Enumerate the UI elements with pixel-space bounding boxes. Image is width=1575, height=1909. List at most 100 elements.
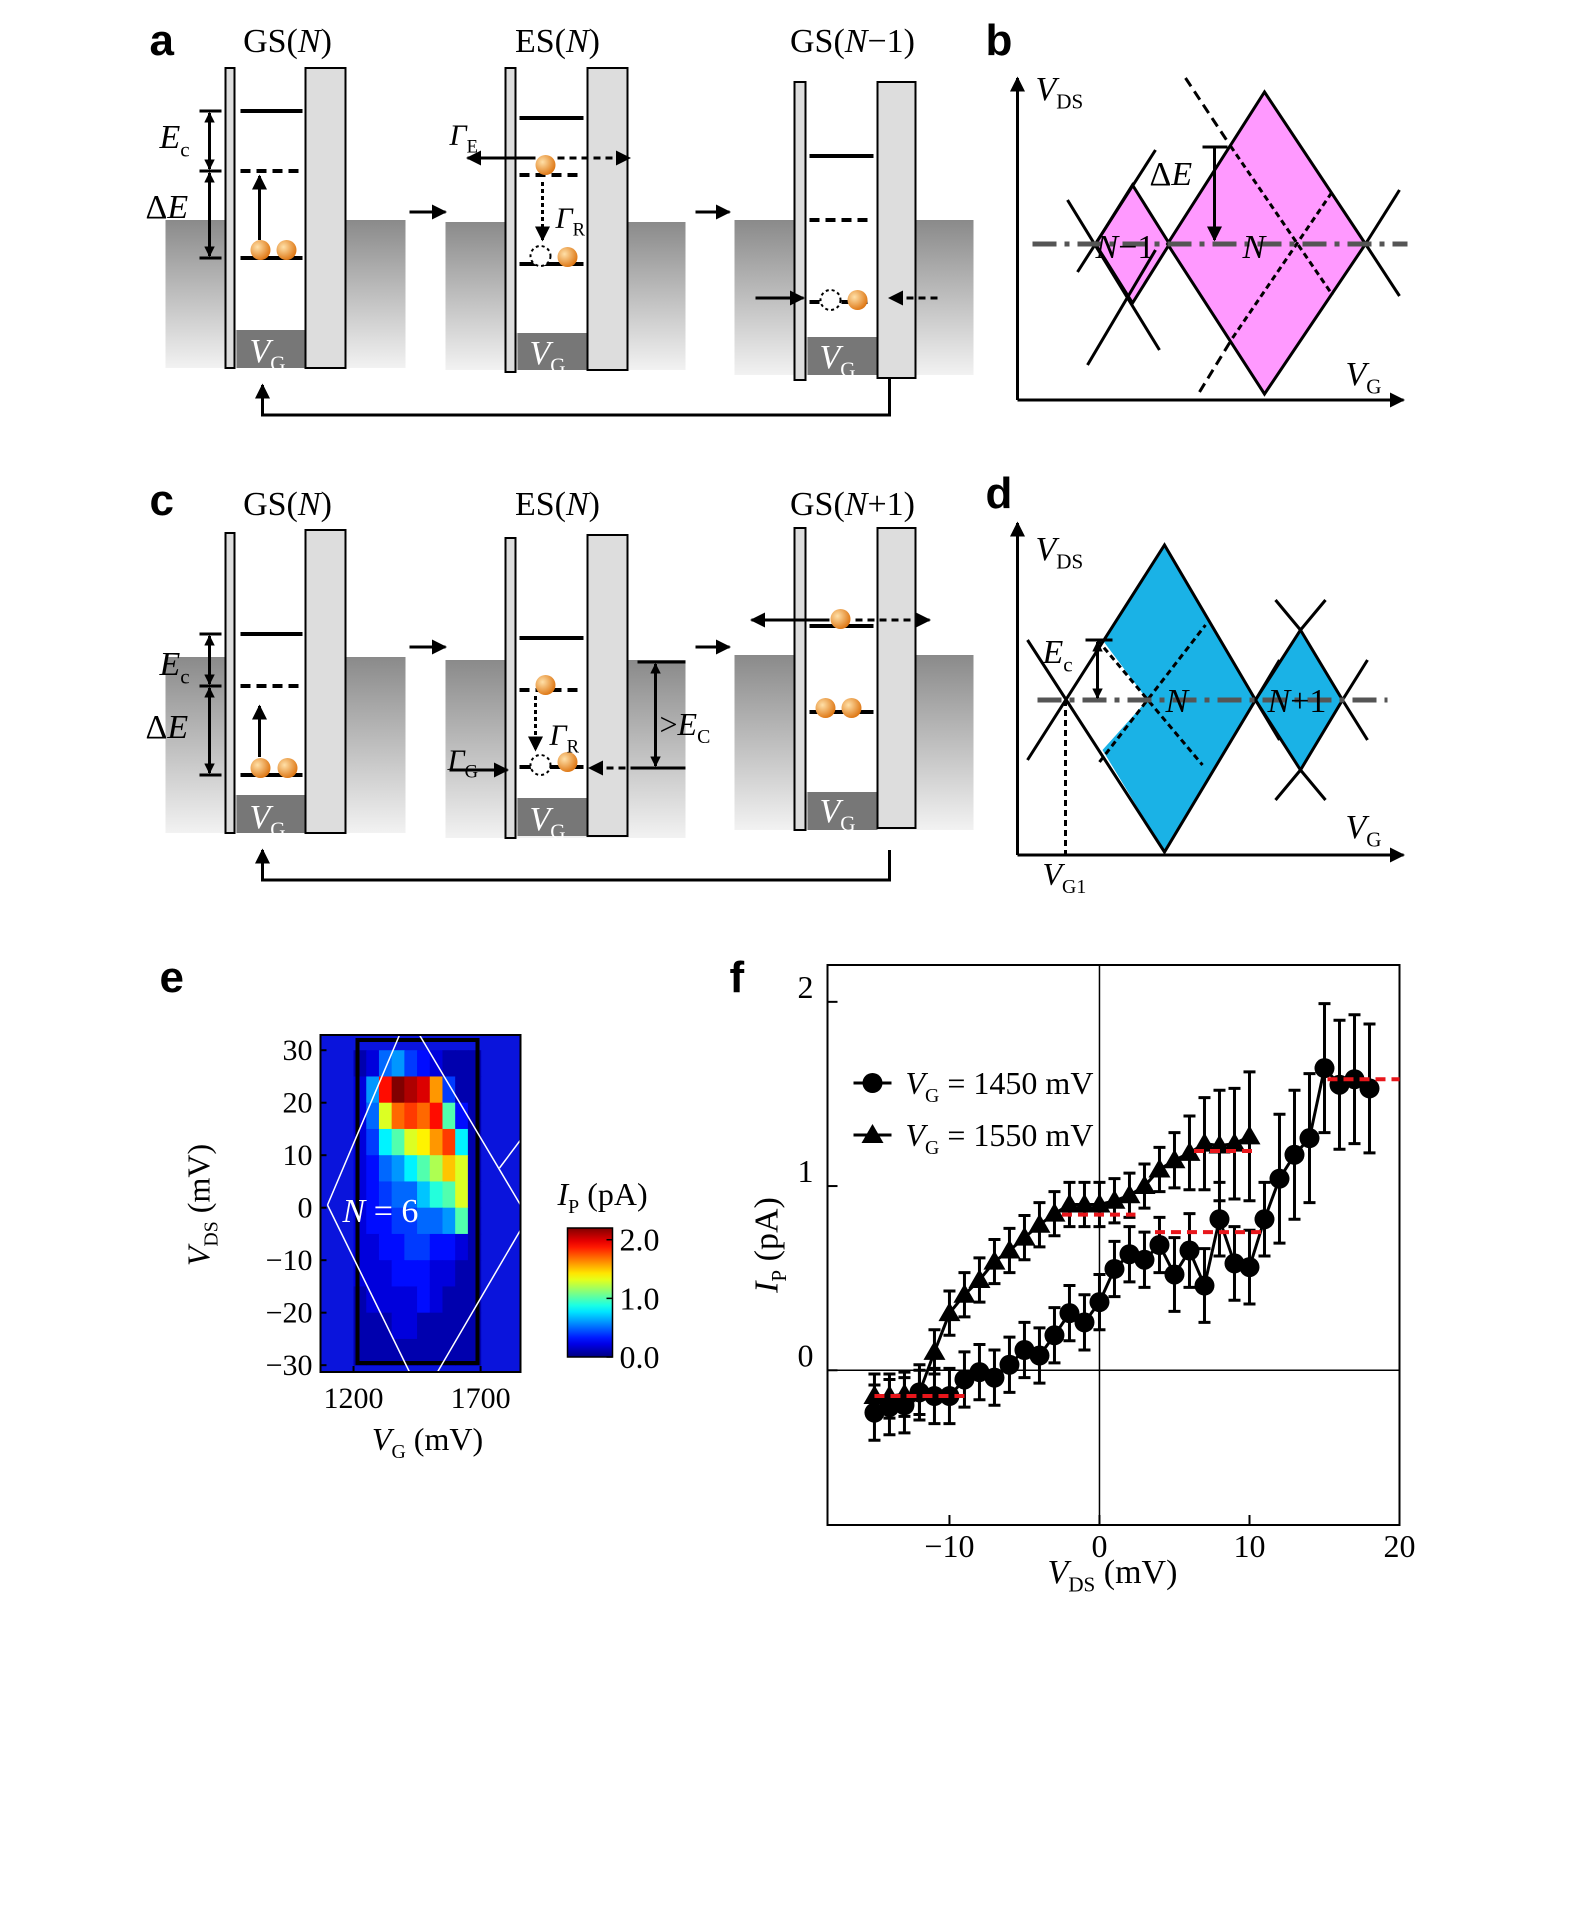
heat-cell — [417, 1181, 431, 1209]
threshold: >EC — [660, 706, 711, 748]
heat-cell — [391, 1050, 405, 1078]
gate-label-part: G — [840, 358, 855, 382]
gate-value-part: G1 — [1062, 876, 1086, 898]
heat-cell — [366, 1233, 380, 1261]
heat-cell — [404, 1128, 418, 1156]
annotation-part: N — [342, 1193, 368, 1230]
diamond-diagram-b — [1010, 76, 1408, 408]
heat-cell — [366, 1338, 380, 1366]
heat-cell — [455, 1207, 469, 1235]
gate-label-part: G — [550, 820, 565, 844]
state-label-part: −1 — [1118, 229, 1154, 266]
heat-cell — [404, 1076, 418, 1104]
marker — [1104, 1258, 1125, 1279]
state-label: N — [1165, 683, 1191, 720]
gate-label-part: G — [840, 812, 855, 836]
heat-cell — [442, 1181, 456, 1209]
marker — [1269, 1168, 1290, 1189]
x-axis-label-part: (mV) — [406, 1421, 483, 1457]
heat-cell — [391, 1155, 405, 1183]
marker — [969, 1362, 990, 1383]
state-title-part: N — [297, 23, 323, 60]
y-axis-label: VDS (mV) — [181, 1144, 223, 1266]
marker — [1028, 1213, 1051, 1233]
marker — [878, 1385, 901, 1405]
heat-cell — [404, 1155, 418, 1183]
state-title-part: GS( — [243, 23, 298, 60]
heat-cell — [429, 1312, 444, 1340]
heat-cell — [442, 1128, 456, 1156]
y-axis-label-part: (mV) — [181, 1144, 217, 1221]
level-spacing: ΔE — [146, 189, 189, 226]
charging-energy: Ec — [159, 119, 190, 162]
x-tick-label: −10 — [924, 1528, 974, 1564]
level-spacing-part: Δ — [1150, 156, 1172, 193]
marker — [1118, 1184, 1141, 1204]
x-tick-label: 20 — [1384, 1528, 1416, 1564]
marker — [1074, 1312, 1095, 1333]
colorbar-tick-label: 0.0 — [620, 1339, 660, 1375]
transition-line — [436, 1229, 522, 1373]
gate-value-part: V — [1043, 856, 1066, 892]
level-spacing-part: E — [1170, 156, 1192, 193]
state-label: N+1 — [1267, 683, 1327, 720]
state-title: GS(N+1) — [790, 486, 915, 523]
charging-energy-part: c — [180, 665, 189, 689]
state-title-part: GS( — [243, 486, 298, 523]
heat-cell — [378, 1286, 393, 1314]
gate-label-part: G — [270, 352, 285, 376]
state-title-part: ES( — [515, 23, 566, 60]
legend-label-part: V — [906, 1065, 929, 1101]
cycle-arrows-a — [255, 204, 891, 417]
state-title-part: N — [844, 486, 870, 523]
charging-energy-part: E — [159, 119, 181, 156]
state-label-part: N — [1165, 683, 1191, 720]
heat-cell — [391, 1128, 405, 1156]
state-title-part: ) — [589, 486, 600, 523]
gate-label-part: G — [270, 818, 285, 842]
state-label-part: N — [1095, 229, 1121, 266]
transition-line — [498, 1139, 522, 1169]
state-label: N — [1242, 229, 1268, 266]
heat-cell — [442, 1050, 456, 1078]
annotation: N = 6 — [342, 1193, 419, 1230]
marker — [1223, 1132, 1246, 1152]
marker — [1029, 1345, 1050, 1366]
gamma-g-part: G — [465, 762, 478, 783]
series-line — [873, 1064, 1371, 1415]
heat-cell — [391, 1233, 405, 1261]
marker — [1299, 1128, 1320, 1149]
heat-cell — [429, 1338, 444, 1366]
heat-cell — [455, 1312, 469, 1340]
gamma-g-part: Γ — [447, 744, 467, 777]
level-spacing-part: Δ — [146, 709, 168, 746]
y-tick-label: −30 — [266, 1349, 313, 1382]
heat-cell — [391, 1102, 405, 1130]
heat-cell — [378, 1050, 393, 1078]
heat-cell — [417, 1128, 431, 1156]
state-title: GS(N) — [243, 486, 332, 523]
heat-cell — [442, 1076, 456, 1104]
heat-cell — [455, 1155, 469, 1183]
heat-cell — [366, 1312, 380, 1340]
y-axis-label-part: DS — [201, 1221, 223, 1246]
gamma-r: ΓR — [549, 719, 580, 758]
charging-energy: Ec — [1042, 634, 1073, 677]
marker — [1164, 1264, 1185, 1285]
marker — [999, 1354, 1020, 1375]
marker — [939, 1386, 960, 1407]
heat-cell — [404, 1338, 418, 1366]
heat-cell — [417, 1102, 431, 1130]
heat-cell — [366, 1286, 380, 1314]
marker — [1044, 1325, 1065, 1346]
heat-cell — [455, 1102, 469, 1130]
state-label-part: N — [1242, 229, 1268, 266]
level-spacing: ΔE — [1150, 156, 1193, 193]
marker — [1179, 1240, 1200, 1261]
heat-cell — [455, 1076, 469, 1104]
y-tick-label: 0 — [798, 1337, 814, 1373]
heat-cell — [404, 1050, 418, 1078]
marker — [1058, 1193, 1081, 1213]
y-tick-label: −20 — [266, 1297, 313, 1330]
